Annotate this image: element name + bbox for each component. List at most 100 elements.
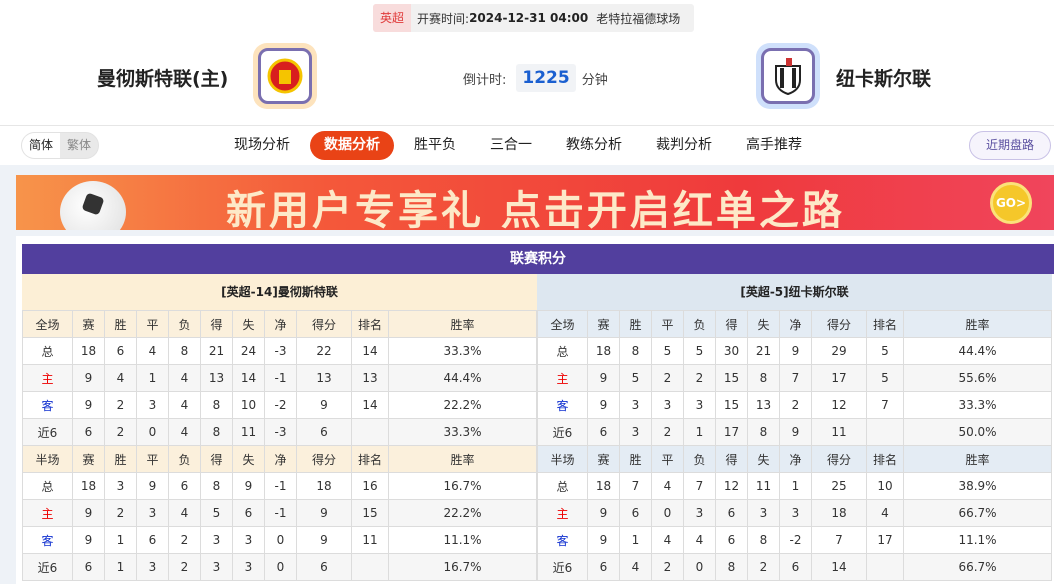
cell: 胜 (104, 310, 137, 338)
go-button[interactable]: GO> (990, 182, 1032, 224)
cell: 33.3% (388, 337, 537, 365)
cell: 3 (136, 391, 169, 419)
cell: 6 (715, 499, 748, 527)
table-header-row: 全场赛胜平负得失净得分 排名 胜率 (22, 310, 537, 338)
cell: 15 (715, 364, 748, 392)
home-standings: [英超-14]曼彻斯特联 全场赛胜平负得失净得分 排名 胜率总 18 6 4 8 21 24 -3… (22, 274, 537, 581)
away-standings-table: 全场赛胜平负得失净得分 排名 胜率总 18 8 5 5 30 21 9 29 5 44.4% 主 9 5 2 2 1… (537, 310, 1052, 581)
cell: 5 (619, 364, 652, 392)
cell: 得分 (296, 445, 352, 473)
tab-1[interactable]: 数据分析 (310, 131, 394, 160)
cell: 排名 (351, 310, 389, 338)
cell: 净 (264, 445, 297, 473)
cell: 4 (168, 391, 201, 419)
cell: 负 (683, 445, 716, 473)
promo-banner[interactable]: 新用户专享礼 点击开启红单之路 GO> (16, 175, 1054, 230)
cell: 33.3% (388, 418, 537, 446)
cell: 2 (747, 553, 780, 581)
table-row: 主 9 6 0 3 6 3 3 18 4 66.7% (537, 499, 1052, 527)
away-team-name[interactable]: 纽卡斯尔联 (836, 68, 932, 90)
cell: 6 (72, 553, 105, 581)
recent-trends-button[interactable]: 近期盘路 (969, 131, 1051, 160)
cell: 14 (351, 337, 389, 365)
cell: 11 (351, 526, 389, 554)
countdown: 倒计时: 1225 分钟 (463, 64, 608, 92)
cell: 66.7% (903, 499, 1052, 527)
banner-text: 新用户专享礼 点击开启红单之路 (226, 188, 845, 230)
cell: 2 (683, 364, 716, 392)
cell: 10 (866, 472, 904, 500)
cell: 6 (136, 526, 169, 554)
home-standings-title: [英超-14]曼彻斯特联 (22, 274, 537, 310)
tab-0[interactable]: 现场分析 (234, 137, 290, 153)
cell: 13 (351, 364, 389, 392)
tab-6[interactable]: 高手推荐 (746, 137, 802, 153)
row-label: 半场 (22, 445, 73, 473)
cell: 平 (651, 445, 684, 473)
match-info: 英超 开赛时间: 2024-12-31 04:00 老特拉福德球场 (373, 4, 695, 32)
countdown-value: 1225 (516, 64, 576, 92)
cell (866, 418, 904, 446)
tab-5[interactable]: 裁判分析 (656, 137, 712, 153)
cell: 14 (351, 391, 389, 419)
row-label: 近6 (537, 553, 588, 581)
away-standings: [英超-5]纽卡斯尔联 全场赛胜平负得失净得分 排名 胜率总 18 8 5 5 30 21 9 29… (537, 274, 1052, 581)
row-label: 近6 (22, 553, 73, 581)
table-row: 近6 6 1 3 2 3 3 0 6 16.7% (22, 553, 537, 581)
table-row: 主 9 5 2 2 15 8 7 17 5 55.6% (537, 364, 1052, 392)
cell: 8 (715, 553, 748, 581)
cell: 9 (587, 364, 620, 392)
cell: 净 (779, 445, 812, 473)
row-label: 主 (537, 364, 588, 392)
venue: 老特拉福德球场 (596, 11, 681, 26)
cell: 6 (168, 472, 201, 500)
cell: 1 (683, 418, 716, 446)
cell: 赛 (587, 445, 620, 473)
cell: 17 (866, 526, 904, 554)
nav-tabs: 现场分析 数据分析 胜平负 三合一 教练分析 裁判分析 高手推荐 (220, 131, 822, 160)
cell: 9 (779, 337, 812, 365)
cell: 17 (715, 418, 748, 446)
table-row: 主 9 2 3 4 5 6 -1 9 15 22.2% (22, 499, 537, 527)
cell: 4 (168, 418, 201, 446)
home-team-name[interactable]: 曼彻斯特联(主) (97, 68, 229, 90)
away-team-logo[interactable] (756, 43, 820, 109)
cell: 胜 (619, 310, 652, 338)
football-icon (60, 181, 126, 230)
cell: 44.4% (903, 337, 1052, 365)
cell: 55.6% (903, 364, 1052, 392)
tab-3[interactable]: 三合一 (490, 137, 532, 153)
cell: 11 (811, 418, 867, 446)
cell: 0 (651, 499, 684, 527)
cell: 3 (683, 499, 716, 527)
tab-2[interactable]: 胜平负 (414, 137, 456, 153)
cell: 3 (747, 499, 780, 527)
cell: 30 (715, 337, 748, 365)
tab-4[interactable]: 教练分析 (566, 137, 622, 153)
cell: 平 (136, 445, 169, 473)
cell: 3 (136, 499, 169, 527)
table-row: 总 18 3 9 6 8 9 -1 18 16 16.7% (22, 472, 537, 500)
language-toggle: 简体 繁体 (21, 132, 100, 159)
cell: 8 (168, 337, 201, 365)
match-header: 英超 开赛时间: 2024-12-31 04:00 老特拉福德球场 曼彻斯特联(… (0, 0, 1054, 125)
cell: 负 (168, 310, 201, 338)
cell: 3 (779, 499, 812, 527)
cell: 4 (136, 337, 169, 365)
lang-traditional[interactable]: 繁体 (67, 138, 92, 152)
cell: 4 (104, 364, 137, 392)
cell: 14 (811, 553, 867, 581)
cell: 4 (683, 526, 716, 554)
cell: 50.0% (903, 418, 1052, 446)
table-row: 近6 6 2 0 4 8 11 -3 6 33.3% (22, 418, 537, 446)
cell: 6 (232, 499, 265, 527)
cell: 22.2% (388, 391, 537, 419)
cell: 净 (779, 310, 812, 338)
cell: 负 (168, 445, 201, 473)
cell: 5 (651, 337, 684, 365)
cell: 18 (587, 337, 620, 365)
home-team-logo[interactable] (253, 43, 317, 109)
cell: 0 (264, 526, 297, 554)
table-row: 总 18 6 4 8 21 24 -3 22 14 33.3% (22, 337, 537, 365)
lang-simplified[interactable]: 简体 (22, 133, 61, 158)
